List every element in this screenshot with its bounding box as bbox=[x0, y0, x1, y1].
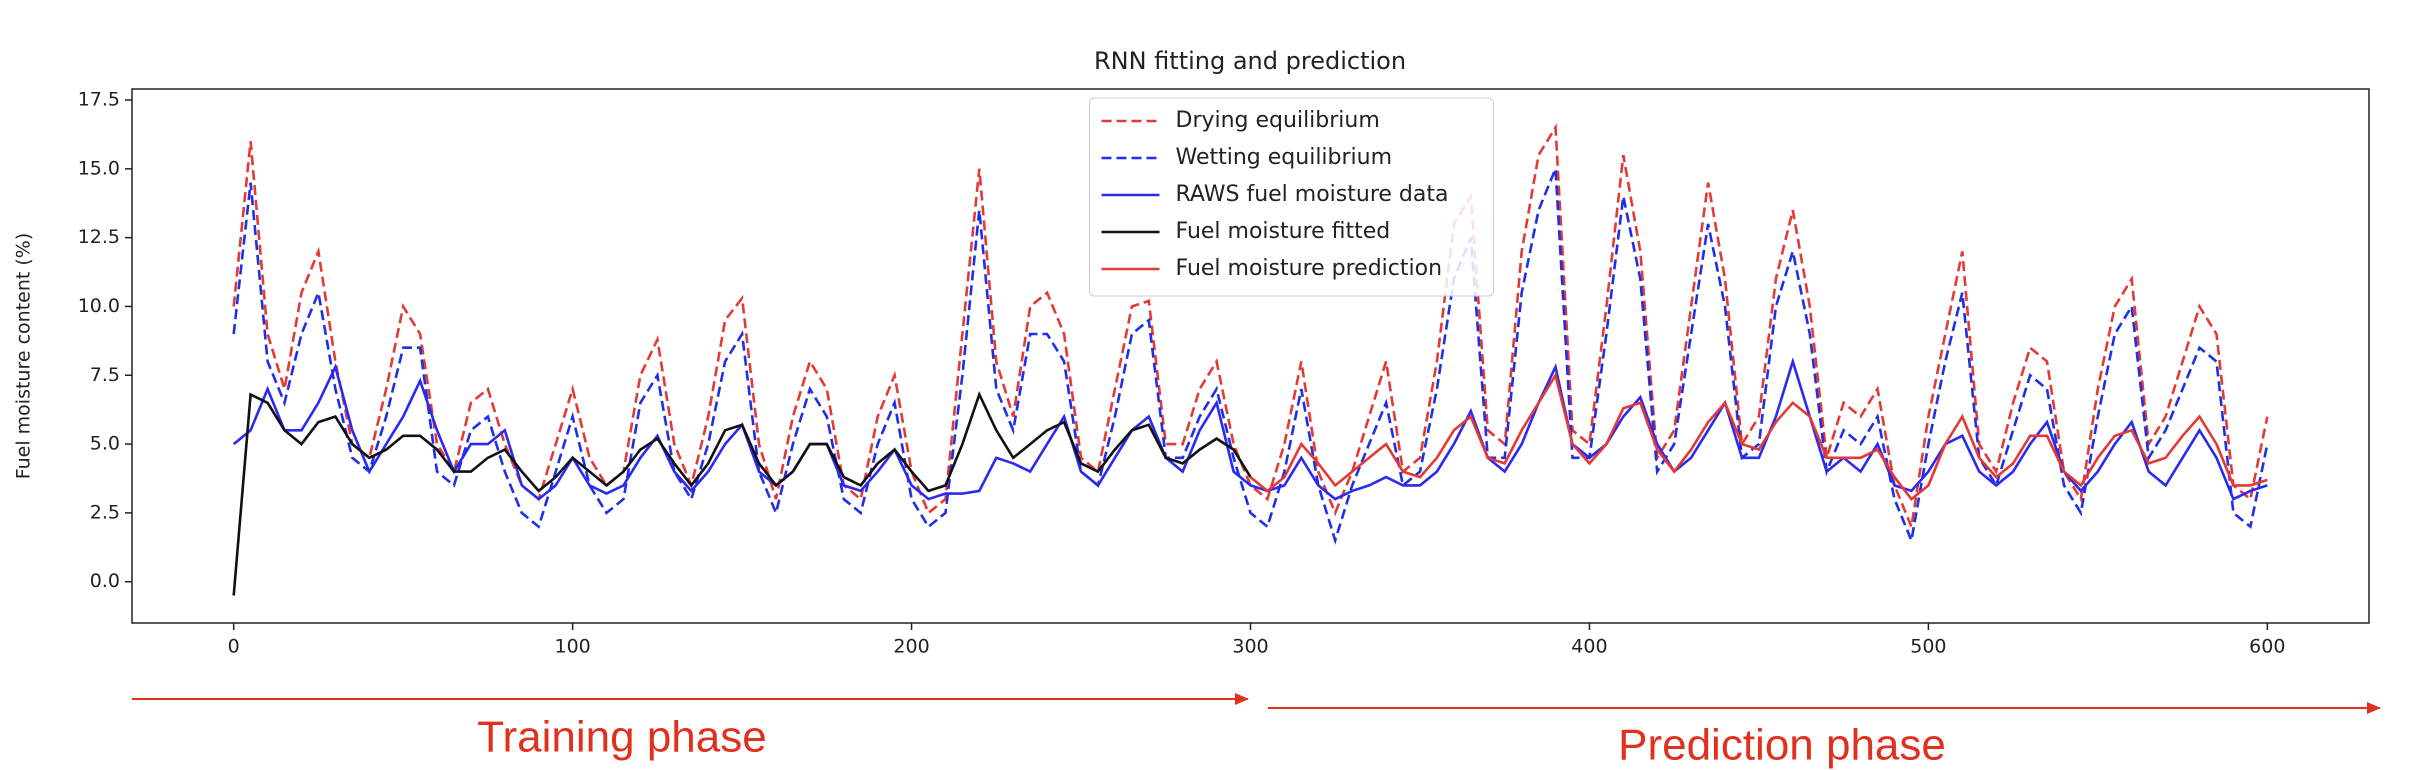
x-tick-label: 200 bbox=[893, 636, 929, 658]
y-tick-label: 2.5 bbox=[90, 501, 120, 523]
x-tick-label: 0 bbox=[228, 636, 240, 658]
y-axis-label: Fuel moisture content (%) bbox=[13, 233, 35, 480]
x-tick-label: 100 bbox=[554, 636, 590, 658]
series-line bbox=[232, 123, 2269, 532]
legend: Drying equilibrium Wetting equilibrium RAW… bbox=[1089, 97, 1494, 297]
legend-label: Wetting equilibrium bbox=[1176, 145, 1393, 170]
annotation: Prediction phase bbox=[1618, 721, 1946, 770]
y-tick-label: 0.0 bbox=[90, 570, 120, 592]
legend-box bbox=[1089, 97, 1494, 297]
legend-label: Drying equilibrium bbox=[1176, 108, 1380, 133]
y-tick-label: 12.5 bbox=[78, 226, 120, 248]
chart-title: RNN fitting and prediction bbox=[1094, 47, 1406, 75]
y-tick-label: 5.0 bbox=[90, 433, 120, 455]
y-tick-label: 7.5 bbox=[90, 364, 120, 386]
legend-label: Fuel moisture fitted bbox=[1176, 219, 1391, 244]
series-line bbox=[232, 168, 2269, 546]
x-tick-label: 300 bbox=[1232, 636, 1268, 658]
series-line bbox=[232, 391, 1252, 596]
y-tick-label: 17.5 bbox=[78, 89, 120, 111]
y-tick-label: 15.0 bbox=[78, 157, 120, 179]
x-tick-label: 400 bbox=[1571, 636, 1607, 658]
series-line bbox=[1249, 371, 2268, 501]
y-tick-label: 10.0 bbox=[78, 295, 120, 317]
x-tick-label: 600 bbox=[2249, 636, 2285, 658]
legend-label: RAWS fuel moisture data bbox=[1176, 182, 1449, 207]
legend-label: Fuel moisture prediction bbox=[1176, 256, 1443, 281]
x-tick-label: 500 bbox=[1910, 636, 1946, 658]
annotation: Training phase bbox=[477, 713, 766, 762]
